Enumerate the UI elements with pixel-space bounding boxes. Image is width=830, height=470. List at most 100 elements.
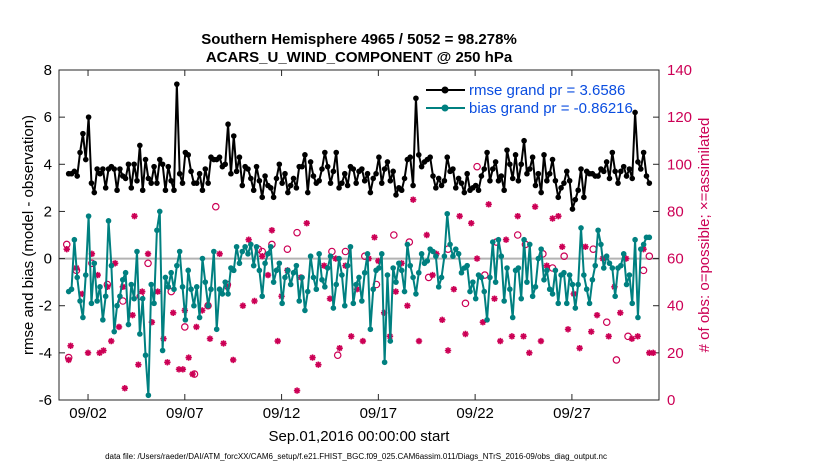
bias-point <box>578 225 584 231</box>
assimilated-obs-marker <box>450 286 458 293</box>
bias-point <box>350 300 357 307</box>
rmse-point <box>407 154 414 161</box>
y-tick-label-right: 40 <box>667 298 684 315</box>
bias-point <box>339 272 345 278</box>
rmse-point <box>507 161 513 168</box>
rmse-point <box>85 114 92 120</box>
rmse-point <box>159 161 166 168</box>
rmse-point <box>393 192 399 198</box>
bias-point <box>156 208 163 215</box>
rmse-point <box>222 161 229 168</box>
rmse-point <box>620 163 627 170</box>
rmse-point <box>145 175 152 182</box>
rmse-point <box>287 182 294 189</box>
assimilated-obs-marker <box>320 262 328 269</box>
bias-point <box>444 210 451 217</box>
assimilated-obs-marker <box>462 330 469 338</box>
possible-obs-marker <box>144 259 152 268</box>
bias-point <box>71 236 78 243</box>
bias-point <box>458 269 465 276</box>
x-tick-label: 09/17 <box>360 405 398 422</box>
bias-point <box>529 293 536 300</box>
x-tick-label: 09/12 <box>263 405 301 422</box>
assimilated-obs-marker <box>239 302 247 309</box>
bias-point <box>285 267 291 274</box>
rmse-point <box>538 189 544 196</box>
bias-point <box>393 279 399 285</box>
bias-point <box>609 265 616 271</box>
rmse-point <box>541 152 547 158</box>
rmse-point <box>236 154 243 161</box>
assimilated-obs-marker <box>139 288 146 295</box>
assimilated-obs-marker <box>94 271 101 279</box>
assimilated-obs-marker <box>605 333 612 340</box>
assimilated-obs-marker <box>588 328 595 335</box>
bias-point <box>148 281 155 288</box>
bias-point <box>606 260 613 267</box>
assimilated-obs-marker <box>65 356 72 364</box>
assimilated-obs-marker <box>104 283 111 291</box>
rmse-point <box>384 159 391 165</box>
bias-point <box>532 284 539 290</box>
rmse-point <box>427 154 433 161</box>
assimilated-obs-marker <box>646 349 653 357</box>
rmse-point <box>134 177 140 184</box>
assimilated-obs-marker <box>315 361 322 368</box>
bias-point <box>336 255 342 262</box>
assimilated-obs-marker <box>148 319 156 326</box>
rmse-point <box>612 168 618 175</box>
bias-point <box>168 269 174 276</box>
y-tick-label-right: 20 <box>667 345 684 362</box>
bias-point <box>344 262 351 269</box>
legend-bias-marker <box>441 104 449 112</box>
rmse-point <box>632 109 638 116</box>
assimilated-obs-marker <box>543 262 550 269</box>
rmse-point <box>225 121 231 128</box>
rmse-point <box>509 175 516 182</box>
y-tick-label-left: -2 <box>39 298 52 315</box>
bias-point <box>455 251 462 257</box>
bias-point <box>623 281 630 288</box>
rmse-point <box>196 170 203 177</box>
rmse-point <box>609 149 616 156</box>
rmse-point <box>529 154 536 161</box>
bias-point <box>287 281 294 288</box>
chart-subtitle: ACARS_U_WIND_COMPONENT @ 250 hPa <box>206 49 513 66</box>
possible-obs-marker <box>293 228 301 237</box>
possible-obs-marker <box>211 202 220 211</box>
rmse-point <box>606 175 613 182</box>
assimilated-obs-marker <box>415 337 423 345</box>
rmse-point <box>293 185 300 191</box>
rmse-point <box>131 161 137 168</box>
bias-point <box>452 246 459 252</box>
rmse-point <box>316 177 322 184</box>
bias-point <box>384 272 391 278</box>
bias-point <box>618 262 624 269</box>
rmse-point <box>151 163 157 170</box>
rmse-point <box>162 187 169 194</box>
possible-obs-marker <box>461 299 470 308</box>
bias-point <box>74 274 81 281</box>
bias-point <box>410 274 416 281</box>
x-tick-label: 09/02 <box>69 405 107 422</box>
rmse-point <box>228 170 234 177</box>
rmse-point <box>267 185 274 191</box>
rmse-point <box>361 177 368 184</box>
rmse-point <box>324 163 331 170</box>
rmse-point <box>142 156 149 163</box>
assimilated-obs-marker <box>502 236 510 243</box>
rmse-point <box>646 180 653 186</box>
assimilated-obs-marker <box>303 220 310 227</box>
assimilated-obs-marker <box>220 340 227 347</box>
rmse-point <box>455 175 462 182</box>
rmse-point <box>435 175 442 182</box>
rmse-point <box>438 182 445 189</box>
assimilated-obs-marker <box>359 337 367 345</box>
bias-point <box>122 269 129 276</box>
assimilated-obs-marker <box>520 333 527 340</box>
bias-point <box>159 347 166 354</box>
bias-point <box>307 253 314 260</box>
rmse-point <box>253 163 260 170</box>
rmse-point <box>80 130 86 137</box>
rmse-point <box>282 170 288 177</box>
